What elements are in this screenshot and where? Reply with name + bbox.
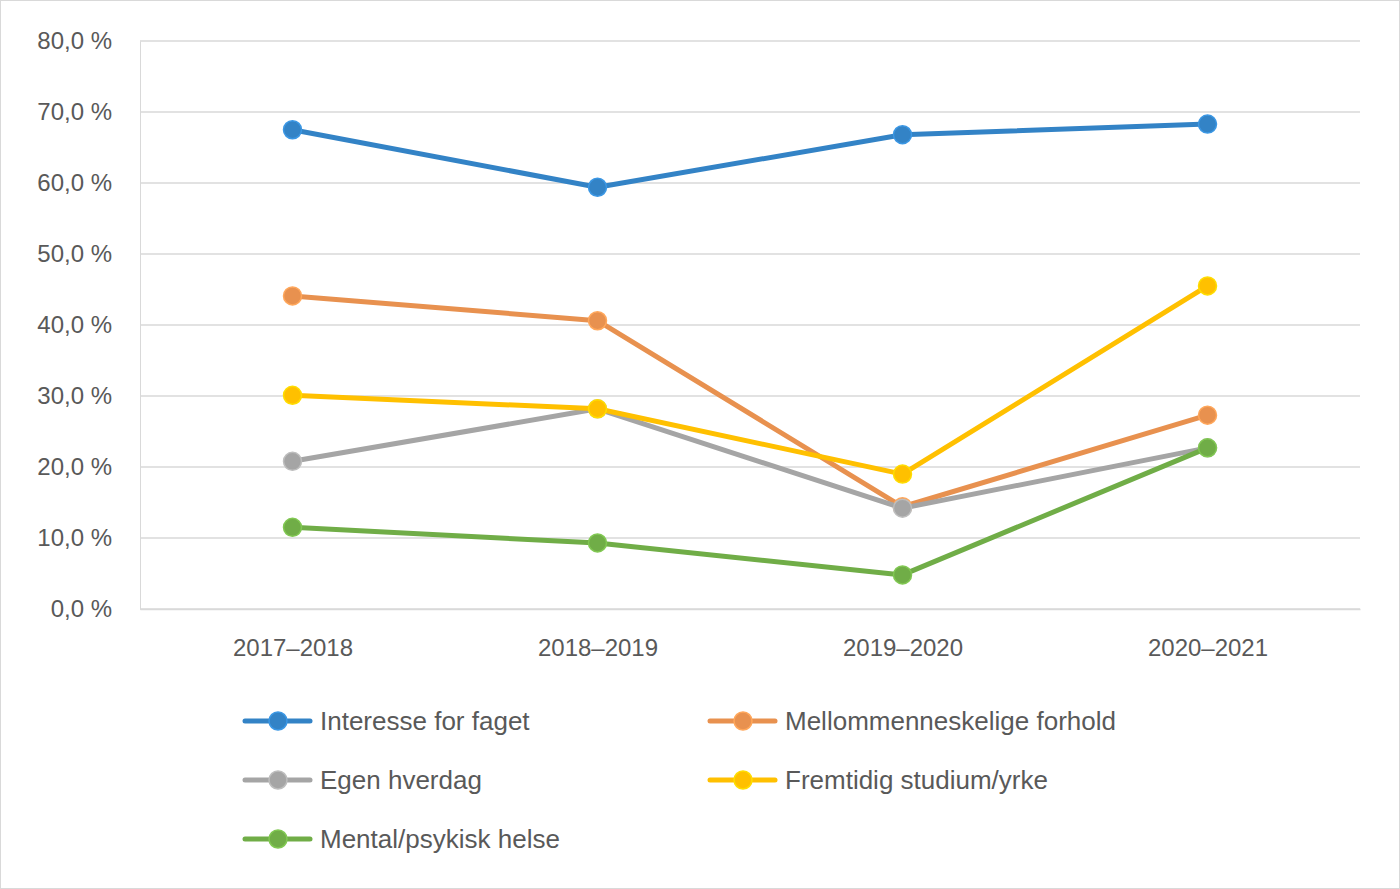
y-tick: 50,0 % xyxy=(37,240,140,267)
y-tick-label: 80,0 % xyxy=(37,27,112,54)
series-marker xyxy=(284,287,302,305)
grid-line xyxy=(140,537,1360,539)
series-marker xyxy=(1199,406,1217,424)
series-line xyxy=(293,124,1208,187)
series-marker xyxy=(589,312,607,330)
series-marker xyxy=(589,534,607,552)
series-line xyxy=(293,286,1208,474)
grid-line xyxy=(140,40,1360,42)
series-marker xyxy=(894,566,912,584)
y-tick-label: 60,0 % xyxy=(37,169,112,196)
legend-item: Mental/psykisk helse xyxy=(245,824,560,854)
series-marker xyxy=(589,400,607,418)
legend-label: Fremtidig studium/yrke xyxy=(785,765,1048,795)
y-axis: 0,0 % 10,0 % 20,0 % 30,0 % 40,0 % 50,0 % 60,0 … xyxy=(37,27,140,622)
series-marker xyxy=(284,121,302,139)
chart-frame xyxy=(1,1,1400,889)
x-tick-label: 2018–2019 xyxy=(538,634,658,661)
series-marker xyxy=(284,452,302,470)
series-marker xyxy=(1199,115,1217,133)
legend-marker xyxy=(269,712,287,730)
y-tick: 0,0 % xyxy=(51,595,140,622)
legend-item: Interesse for faget xyxy=(245,706,530,736)
legend-label: Mental/psykisk helse xyxy=(320,824,560,854)
series-marker xyxy=(1199,439,1217,457)
grid-line xyxy=(140,608,1360,610)
legend-marker xyxy=(269,830,287,848)
legend-marker xyxy=(734,712,752,730)
x-tick-label: 2017–2018 xyxy=(233,634,353,661)
y-axis-line xyxy=(140,42,141,610)
y-tick-label: 0,0 % xyxy=(51,595,112,622)
grid-line xyxy=(140,111,1360,113)
y-tick: 10,0 % xyxy=(37,524,140,551)
legend-label: Egen hverdag xyxy=(320,765,482,795)
legend-marker xyxy=(734,771,752,789)
legend-item: Fremtidig studium/yrke xyxy=(710,765,1048,795)
x-tick: 2019–2020 xyxy=(843,609,963,661)
series-marker xyxy=(589,400,607,418)
series-marker xyxy=(894,126,912,144)
y-tick-label: 30,0 % xyxy=(37,382,112,409)
x-axis: 2017–2018 2018–2019 2019–2020 2020–2021 xyxy=(141,609,1361,661)
legend-item: Egen hverdag xyxy=(245,765,482,795)
y-tick-label: 40,0 % xyxy=(37,311,112,338)
legend-label: Interesse for faget xyxy=(320,706,530,736)
x-tick-label: 2020–2021 xyxy=(1148,634,1268,661)
y-tick: 30,0 % xyxy=(37,382,140,409)
series-marker xyxy=(894,465,912,483)
y-tick: 60,0 % xyxy=(37,169,140,196)
series-line xyxy=(293,448,1208,575)
y-tick: 70,0 % xyxy=(37,98,140,125)
series-marker xyxy=(284,386,302,404)
chart: 0,0 % 10,0 % 20,0 % 30,0 % 40,0 % 50,0 % 60,0 … xyxy=(0,0,1400,889)
y-tick: 80,0 % xyxy=(37,27,140,54)
y-tick-label: 70,0 % xyxy=(37,98,112,125)
y-tick-label: 20,0 % xyxy=(37,453,112,480)
plot-area xyxy=(284,115,1217,584)
legend-marker xyxy=(269,771,287,789)
series-line xyxy=(293,409,1208,508)
grid-line xyxy=(140,182,1360,184)
grid xyxy=(140,41,1360,609)
series-marker xyxy=(589,178,607,196)
legend-item: Mellommenneskelige forhold xyxy=(710,706,1116,736)
grid-line xyxy=(140,466,1360,468)
series-marker xyxy=(894,499,912,517)
series-marker xyxy=(1199,277,1217,295)
grid-line xyxy=(140,253,1360,255)
y-tick-label: 50,0 % xyxy=(37,240,112,267)
grid-line xyxy=(140,324,1360,326)
y-tick-label: 10,0 % xyxy=(37,524,112,551)
legend: Interesse for faget Mellommenneskelige fo… xyxy=(245,706,1116,854)
legend-label: Mellommenneskelige forhold xyxy=(785,706,1116,736)
x-axis-line xyxy=(141,609,1361,611)
x-tick: 2018–2019 xyxy=(538,609,658,661)
y-tick: 20,0 % xyxy=(37,453,140,480)
x-tick: 2017–2018 xyxy=(233,609,353,661)
x-tick: 2020–2021 xyxy=(1148,609,1268,661)
y-tick: 40,0 % xyxy=(37,311,140,338)
x-tick-label: 2019–2020 xyxy=(843,634,963,661)
series-marker xyxy=(284,518,302,536)
series-marker xyxy=(1199,439,1217,457)
